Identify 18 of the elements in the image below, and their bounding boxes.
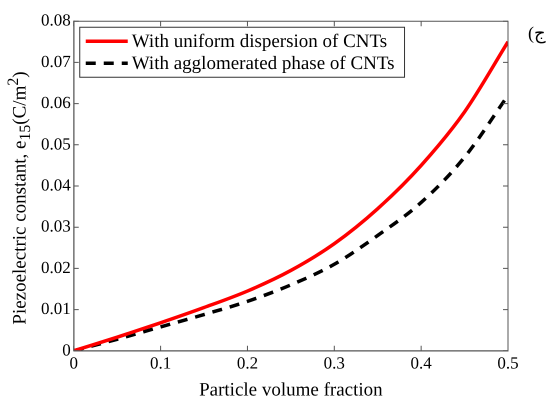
x-tick-label: 0.1 <box>150 353 172 372</box>
x-tick-label: 0.4 <box>410 353 432 372</box>
y-tick-label: 0.06 <box>41 93 71 112</box>
y-tick-label: 0.03 <box>41 216 71 236</box>
legend-label: With agglomerated phase of CNTs <box>132 53 395 74</box>
y-tick-label: 0.01 <box>41 299 71 318</box>
x-tick-label: 0.5 <box>497 353 519 372</box>
y-tick-label: 0.02 <box>41 258 71 277</box>
x-tick-label: 0.3 <box>324 353 345 372</box>
text: (ج <box>528 22 546 44</box>
y-tick-label: 0.05 <box>41 134 71 154</box>
x-axis-title: Particle volume fraction <box>199 380 384 401</box>
y-tick-label: 0 <box>62 340 71 360</box>
y-tick-label: 0.04 <box>41 175 72 194</box>
y-tick-label: 0.08 <box>41 10 71 30</box>
legend-label: With uniform dispersion of CNTs <box>132 31 388 52</box>
y-tick-label: 0.07 <box>41 52 72 71</box>
x-tick-label: 0.2 <box>236 353 258 372</box>
